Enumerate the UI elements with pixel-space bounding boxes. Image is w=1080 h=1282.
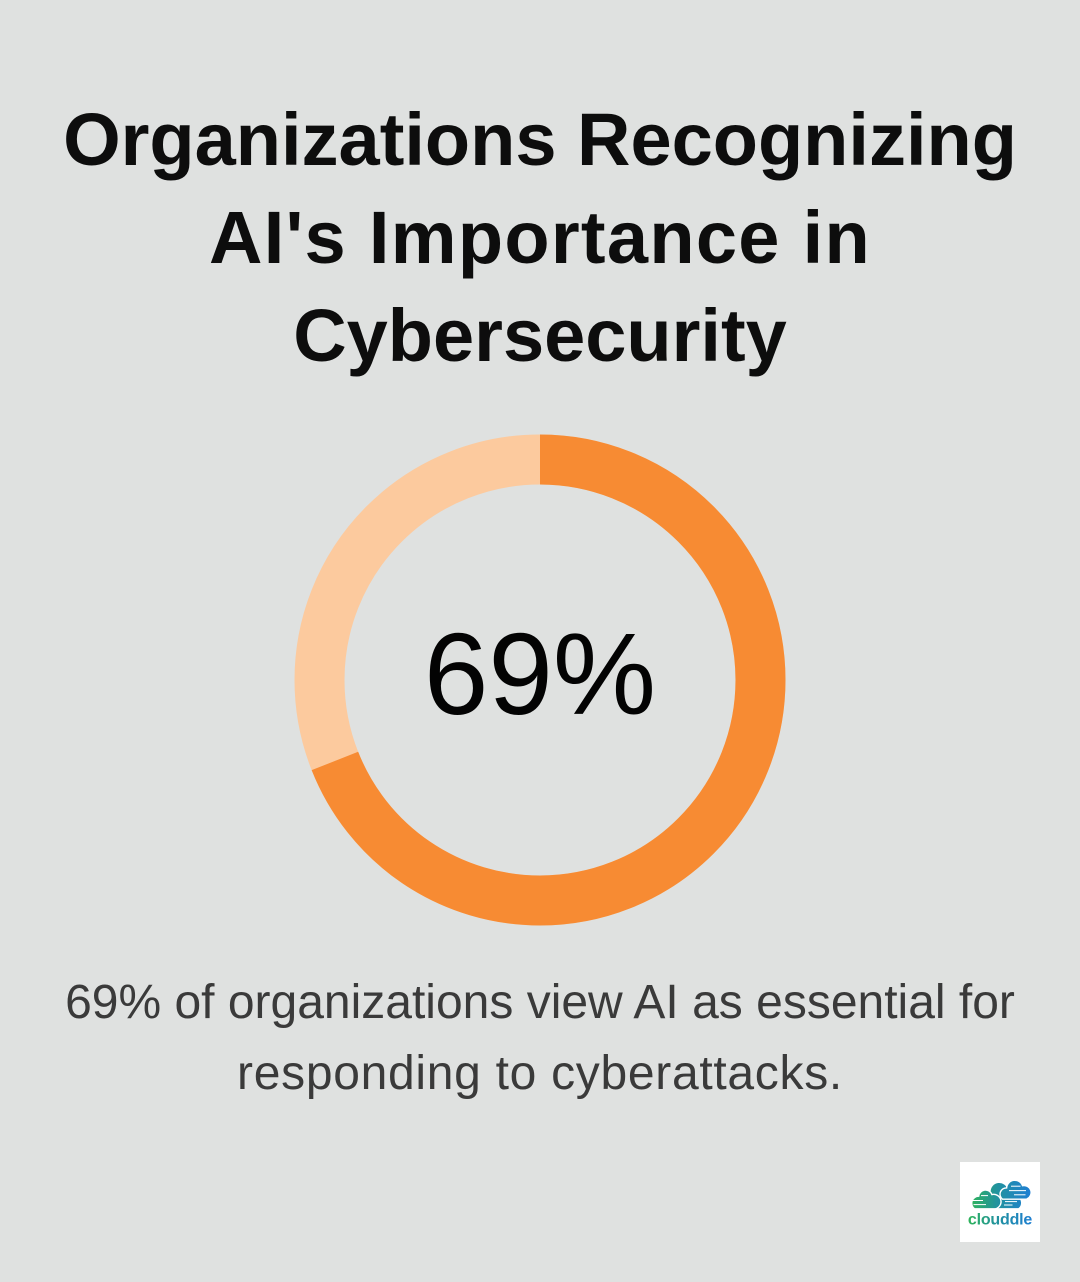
svg-text:clouddle: clouddle — [968, 1212, 1032, 1229]
